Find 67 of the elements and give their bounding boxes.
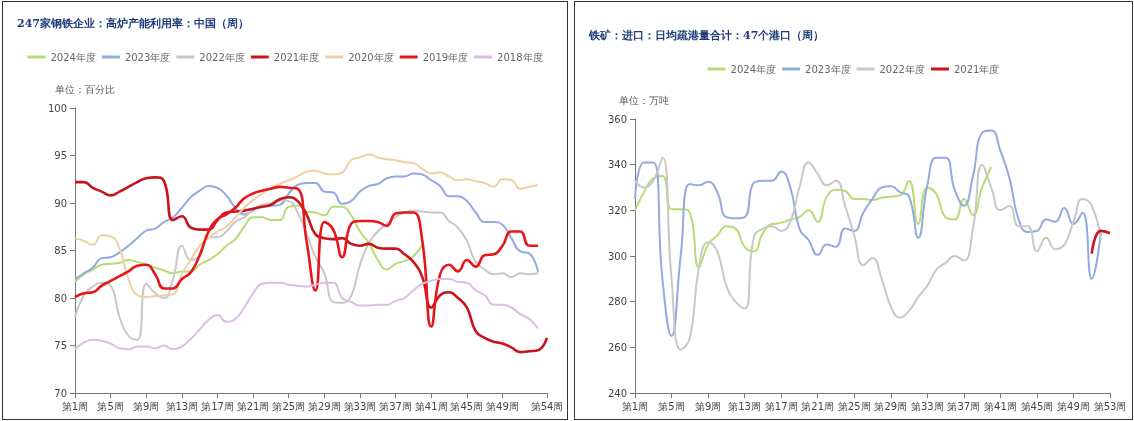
x-tick-label: 第41周 [414,400,448,412]
y-tick-label: 300 [607,250,627,262]
x-tick-label: 第45周 [450,400,484,412]
legend-label: 2018年度 [497,51,543,63]
y-tick-label: 360 [607,113,627,125]
line-series [74,204,424,283]
x-tick-label: 第13周 [165,400,199,412]
legend-label: 2019年度 [422,51,469,63]
x-tick-label: 第49周 [486,400,519,412]
y-tick-label: 70 [54,387,67,399]
chart-title: 铁矿：进口：日均疏港量合计：47个港口（周） [589,28,825,43]
legend-label: 2021年度 [953,63,1000,75]
line-series [74,172,540,280]
y-tick-label: 240 [607,387,627,399]
x-tick-label: 第45周 [1020,400,1054,412]
x-tick-label: 第53周 [1093,400,1127,412]
y-tick-label: 340 [607,159,627,171]
x-tick-label: 第25周 [837,400,871,412]
line-series [634,165,993,269]
line-series [73,185,540,328]
line-series [74,199,540,341]
chart-title: 247家钢铁企业：高炉产能利用率：中国（周） [17,16,249,31]
x-tick-label: 第13周 [728,400,761,412]
legend-label: 2021年度 [273,51,320,63]
line-series [634,129,1102,337]
x-tick-label: 第17周 [764,400,798,412]
x-tick-label: 第9周 [694,400,722,412]
x-tick-label: 第21周 [801,400,835,412]
x-tick-label: 第37周 [379,400,412,412]
y-tick-label: 75 [54,340,67,351]
x-tick-label: 第21周 [236,400,270,412]
y-tick-label: 85 [54,245,67,256]
legend-label: 2023年度 [805,63,851,75]
legend-label: 2022年度 [879,63,925,75]
x-tick-label: 第33周 [343,400,377,412]
x-tick-label: 第33周 [910,400,944,412]
line-series [74,278,540,351]
x-tick-label: 第1周 [621,400,649,412]
legend-label: 2024年度 [50,51,96,63]
x-tick-label: 第25周 [272,400,306,412]
y-tick-label: 95 [54,150,67,161]
x-tick-label: 第29周 [307,400,341,412]
line-series [73,176,549,354]
line-series [74,153,540,299]
x-tick-label: 第29周 [874,400,908,412]
y-tick-label: 280 [607,296,627,308]
y-tick-label: 320 [607,204,627,216]
x-tick-label: 第54周 [530,400,564,412]
x-tick-label: 第5周 [658,400,685,412]
y-tick-label: 90 [54,197,67,209]
x-tick-label: 第9周 [133,400,160,412]
y-tick-label: 260 [607,341,627,353]
legend-label: 2022年度 [199,51,245,63]
line-series [634,156,1102,351]
x-tick-label: 第49周 [1057,400,1090,412]
x-tick-label: 第37周 [947,400,981,412]
legend-label: 2024年度 [730,63,777,75]
y-axis-title: 单位：万吨 [619,94,669,108]
x-tick-label: 第1周 [61,400,89,412]
x-tick-label: 第5周 [97,400,124,412]
x-tick-label: 第41周 [984,400,1017,412]
legend-label: 2020年度 [348,51,394,63]
y-axis-title: 单位：百分比 [55,83,115,97]
y-tick-label: 100 [47,102,67,114]
y-tick-label: 80 [54,292,67,304]
x-tick-label: 第17周 [201,400,234,412]
legend-label: 2023年度 [124,51,171,63]
